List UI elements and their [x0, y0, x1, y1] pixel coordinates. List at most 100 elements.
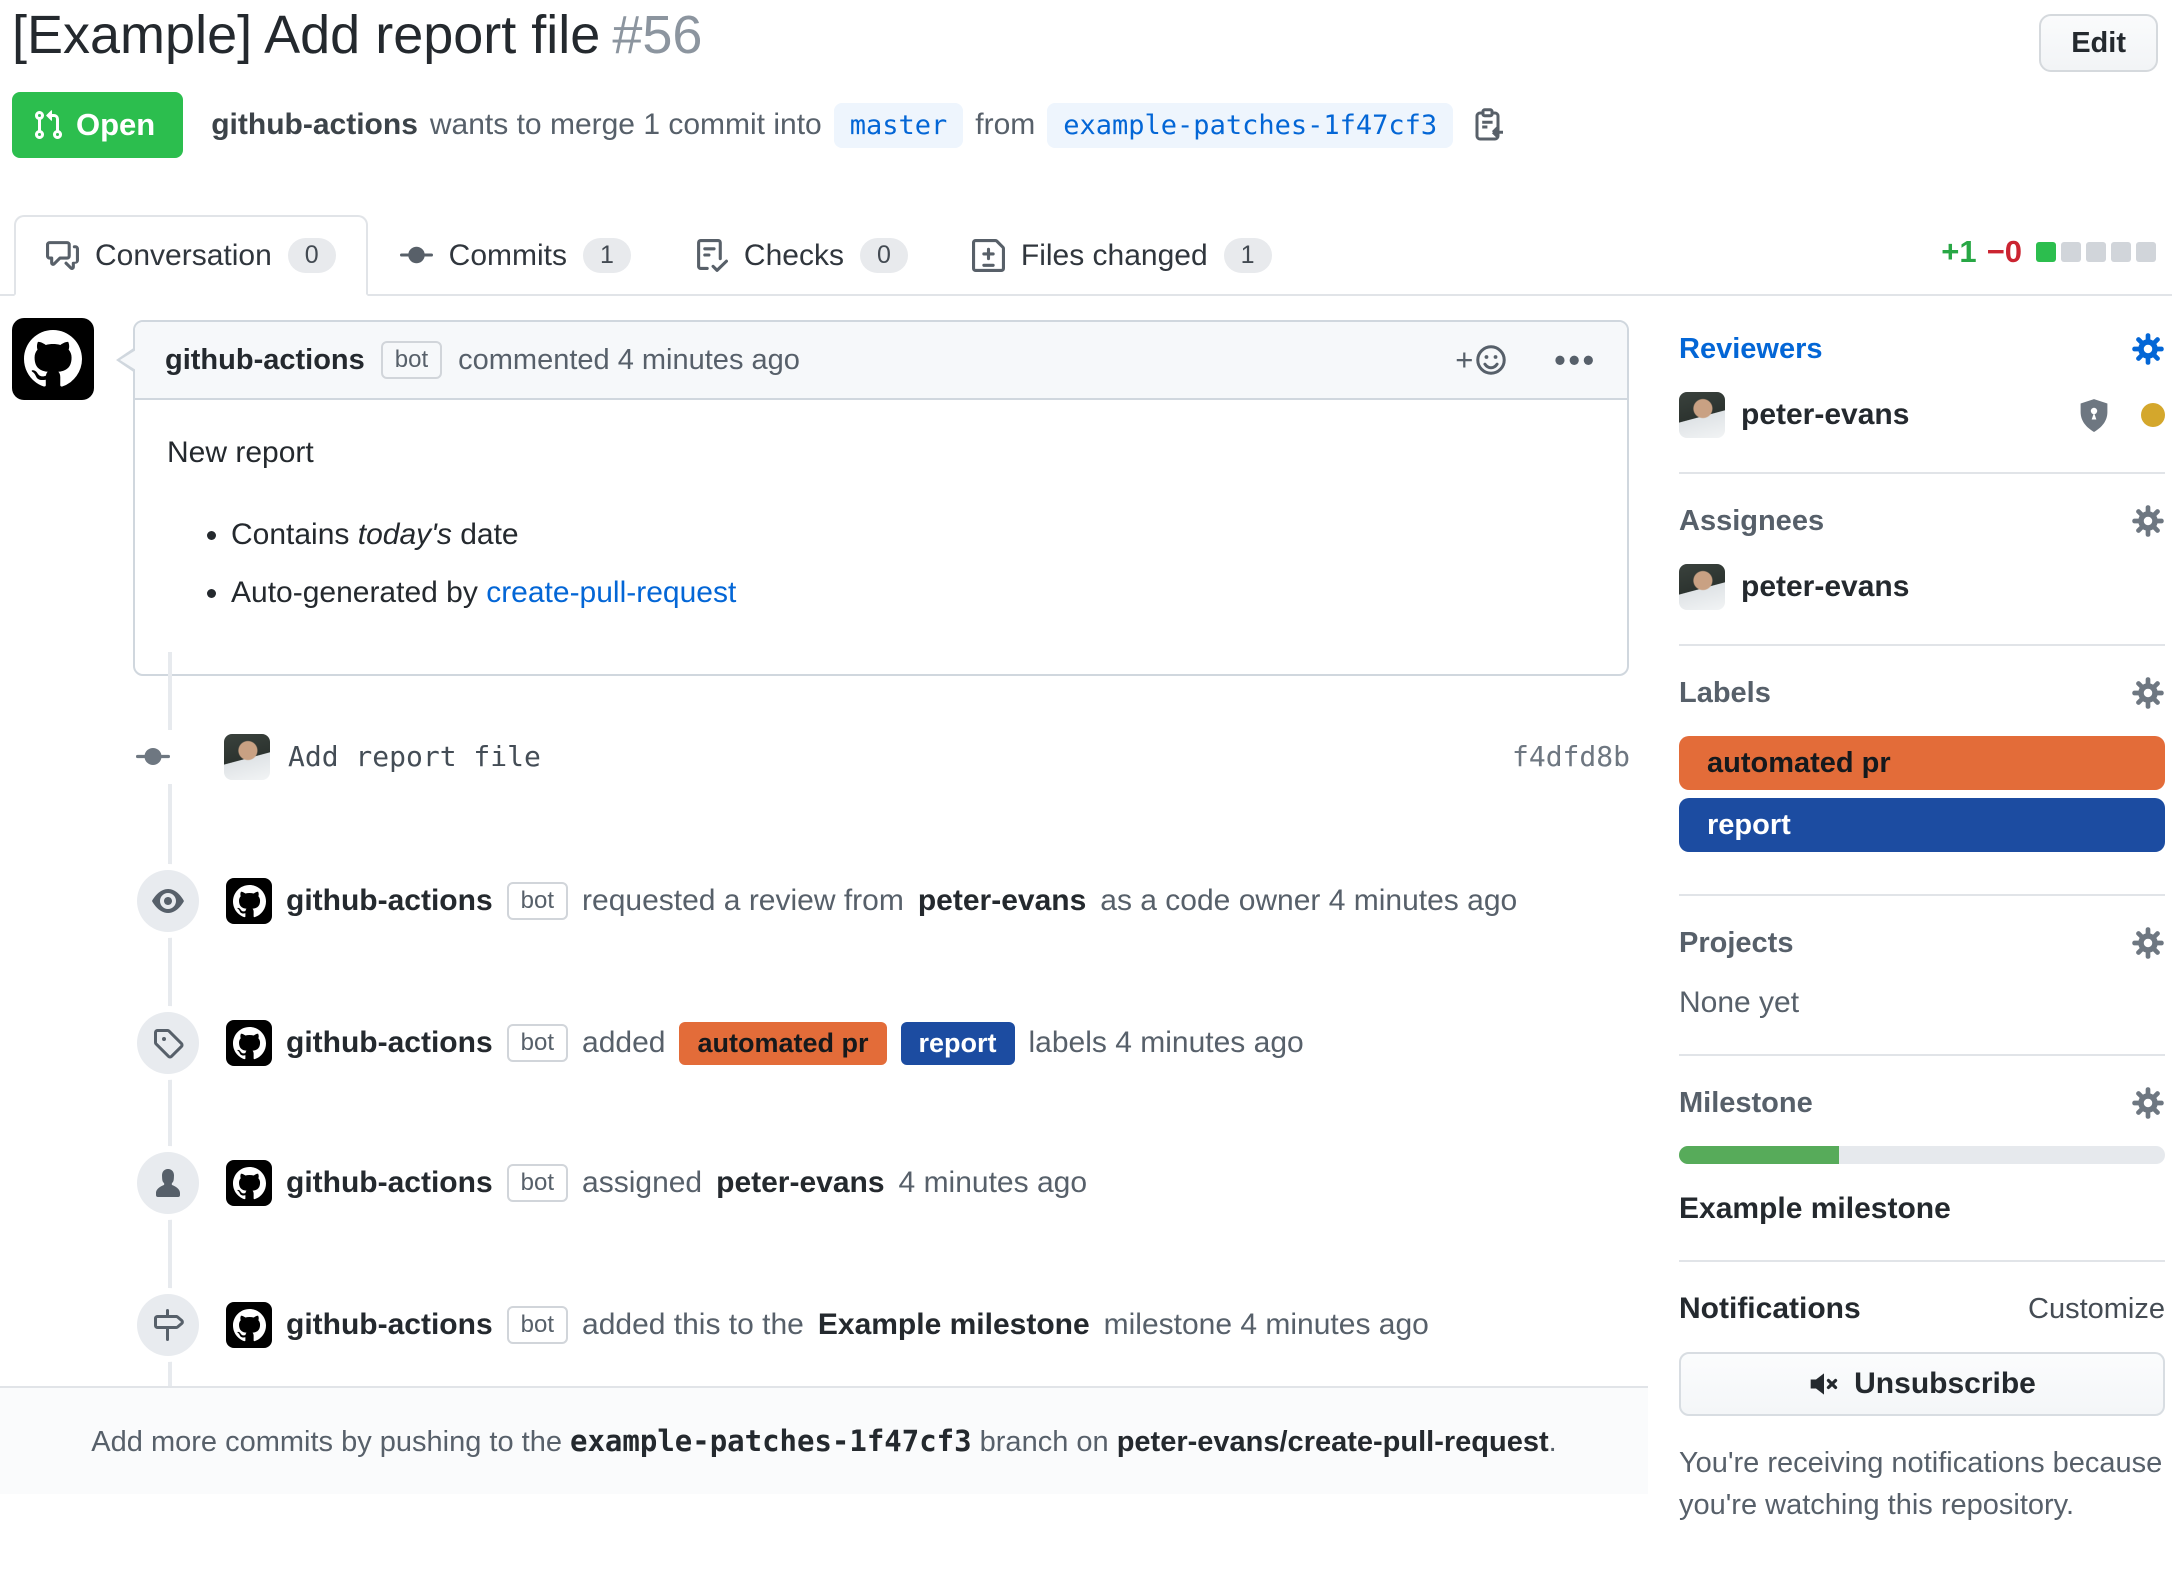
copy-branch-icon[interactable] [1469, 107, 1505, 143]
assignee-avatar[interactable] [1679, 564, 1725, 610]
create-pull-request-link[interactable]: create-pull-request [486, 576, 737, 609]
reviewers-gear-icon[interactable] [2131, 332, 2165, 366]
event-target[interactable]: peter-evans [716, 1166, 885, 1199]
github-actions-avatar[interactable] [12, 318, 94, 400]
tab-label: Conversation [95, 238, 272, 272]
checklist-icon [696, 239, 728, 272]
timeline-event-assigned: github-actions bot assigned peter-evans … [0, 1151, 1630, 1215]
add-reaction-button[interactable]: + [1455, 342, 1508, 378]
reviewers-title[interactable]: Reviewers [1679, 332, 1823, 365]
assignees-section: Assignees peter-evans [1679, 504, 2165, 646]
tab-commits[interactable]: Commits 1 [368, 215, 663, 296]
smiley-icon [1476, 345, 1507, 375]
git-pull-request-icon [34, 110, 63, 140]
git-commit-icon [134, 730, 172, 784]
tab-checks[interactable]: Checks 0 [663, 215, 940, 296]
tab-label: Files changed [1020, 238, 1208, 272]
reviewer-row: peter-evans [1679, 392, 2165, 438]
tag-icon [137, 1012, 199, 1074]
milestone-gear-icon[interactable] [2131, 1086, 2165, 1120]
unsubscribe-button[interactable]: Unsubscribe [1679, 1352, 2165, 1416]
comment-bullet-1: Contains today's date [231, 518, 1595, 552]
base-branch-chip[interactable]: master [833, 102, 964, 148]
event-text: requested a review from [582, 884, 904, 917]
tab-conversation[interactable]: Conversation 0 [14, 215, 368, 296]
comment-header: github-actions bot commented 4 minutes a… [135, 322, 1627, 400]
pr-sidebar: Reviewers peter-evans Assignees peter-ev… [1679, 332, 2165, 1590]
projects-gear-icon[interactable] [2131, 926, 2165, 960]
commit-sha[interactable]: f4dfd8b [1511, 740, 1630, 773]
projects-title[interactable]: Projects [1679, 926, 1794, 959]
pr-status-row: Open github-actions wants to merge 1 com… [12, 92, 1505, 158]
footer-repo-name: peter-evans/create-pull-request [1116, 1425, 1549, 1458]
deletions-count: −0 [1986, 234, 2022, 269]
git-commit-icon [399, 246, 433, 264]
label-automated-pr[interactable]: automated pr [679, 1021, 887, 1065]
reviewer-name[interactable]: peter-evans [1741, 398, 1910, 431]
event-actor[interactable]: github-actions [286, 884, 493, 917]
event-actor[interactable]: github-actions [286, 1026, 493, 1059]
pr-author[interactable]: github-actions [211, 108, 418, 141]
kebab-menu-button[interactable]: ••• [1554, 341, 1597, 378]
sidebar-label-report[interactable]: report [1679, 798, 2165, 852]
status-middle-text: wants to merge 1 commit into [429, 108, 822, 141]
tab-label: Checks [743, 238, 844, 272]
projects-section: Projects None yet [1679, 926, 2165, 1056]
commit-message[interactable]: Add report file [288, 740, 541, 773]
event-target[interactable]: peter-evans [917, 884, 1087, 917]
comment-bullet-2: Auto-generated by create-pull-request [231, 576, 1595, 610]
footer-branch-name: example-patches-1f47cf3 [570, 1423, 972, 1458]
person-icon [137, 1152, 199, 1214]
tab-label: Commits [448, 238, 568, 272]
event-suffix: 4 minutes ago [898, 1166, 1087, 1199]
reviewer-avatar[interactable] [1679, 392, 1725, 438]
label-report[interactable]: report [900, 1021, 1015, 1065]
assignees-gear-icon[interactable] [2131, 504, 2165, 538]
actor-avatar[interactable] [226, 878, 272, 924]
labels-gear-icon[interactable] [2131, 676, 2165, 710]
actor-avatar[interactable] [226, 1020, 272, 1066]
notifications-title: Notifications [1679, 1292, 1861, 1325]
pr-description-comment: github-actions bot commented 4 minutes a… [116, 320, 1629, 676]
event-text: added this to the [582, 1308, 804, 1341]
timeline-event-milestoned: github-actions bot added this to the Exa… [0, 1293, 1630, 1357]
sidebar-label-automated-pr[interactable]: automated pr [1679, 736, 2165, 790]
milestone-name[interactable]: Example milestone [1679, 1192, 1951, 1225]
event-actor[interactable]: github-actions [286, 1166, 493, 1199]
assignees-title[interactable]: Assignees [1679, 504, 1825, 537]
tab-count: 1 [583, 238, 631, 273]
octocat-icon [24, 330, 82, 387]
comment-author[interactable]: github-actions [165, 343, 365, 376]
milestone-section: Milestone Example milestone [1679, 1086, 2165, 1262]
pr-state-badge: Open [12, 92, 184, 158]
event-suffix: labels 4 minutes ago [1028, 1026, 1304, 1059]
bot-badge: bot [380, 340, 443, 380]
pending-review-dot [2141, 403, 2165, 427]
labels-title[interactable]: Labels [1679, 676, 1771, 709]
actor-avatar[interactable] [226, 1160, 272, 1206]
milestone-icon [137, 1294, 199, 1356]
page-title: [Example] Add report file #56 [12, 4, 702, 66]
commit-author-avatar[interactable] [224, 734, 270, 780]
bot-badge: bot [506, 1023, 569, 1063]
tab-files-changed[interactable]: Files changed 1 [940, 215, 1304, 296]
notifications-section: Notifications Customize Unsubscribe You'… [1679, 1292, 2165, 1560]
milestone-title[interactable]: Milestone [1679, 1086, 1813, 1119]
unsubscribe-label: Unsubscribe [1854, 1367, 2036, 1400]
bot-badge: bot [506, 1305, 569, 1345]
customize-link[interactable]: Customize [2028, 1292, 2165, 1325]
event-actor[interactable]: github-actions [286, 1308, 493, 1341]
head-branch-chip[interactable]: example-patches-1f47cf3 [1047, 102, 1454, 148]
pr-tab-bar: Conversation 0 Commits 1 Checks 0 Files … [0, 210, 2172, 296]
actor-avatar[interactable] [226, 1302, 272, 1348]
tab-count: 0 [287, 238, 336, 273]
eye-icon [137, 870, 199, 932]
octocat-icon [232, 1166, 266, 1199]
milestone-progress-bar [1679, 1146, 2165, 1164]
event-target[interactable]: Example milestone [817, 1308, 1090, 1341]
assignee-name[interactable]: peter-evans [1741, 570, 1910, 603]
event-text: added [582, 1026, 666, 1059]
edit-button[interactable]: Edit [2039, 14, 2158, 72]
event-text: assigned [582, 1166, 703, 1199]
reviewers-section: Reviewers peter-evans [1679, 332, 2165, 474]
